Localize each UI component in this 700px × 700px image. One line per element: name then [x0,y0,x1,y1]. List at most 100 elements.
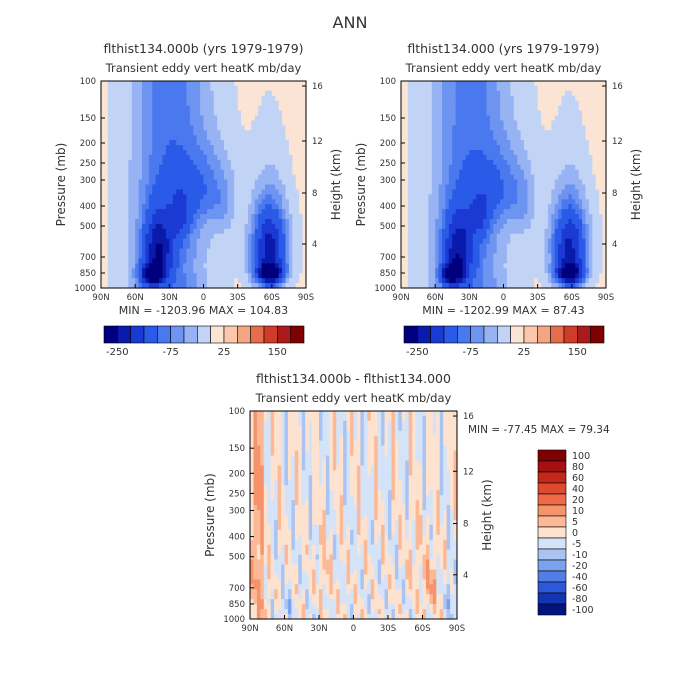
heat-cell [510,258,515,264]
heat-cell [595,125,600,131]
heat-cell [520,223,525,230]
heat-cell [302,150,307,156]
heat-cell [138,115,143,122]
heat-cell [588,194,593,200]
heat-cell [165,258,170,264]
heat-cell [585,130,590,136]
heat-cell [275,164,280,171]
heat-cell [524,223,529,230]
heat-cell [424,204,429,210]
heat-cell [513,228,518,235]
heat-cell [435,189,440,195]
heat-cell [162,110,167,117]
heat-cell [452,105,457,112]
heat-cell [165,110,170,117]
heat-cell [524,154,529,161]
heat-cell [292,248,297,255]
heat-cell [241,184,246,191]
heat-cell [179,85,184,92]
heat-cell [254,81,259,87]
heat-cell [179,219,184,225]
heat-cell [588,253,593,260]
heat-cell [292,228,297,235]
heat-cell [479,140,484,146]
heat-cell [558,125,563,131]
heat-cell [282,273,287,279]
heat-cell [537,174,542,181]
heat-cell [438,150,443,156]
heat-cell [230,219,235,225]
heat-cell [595,248,600,255]
heat-cell [275,140,280,146]
heat-cell [455,135,460,141]
heat-cell [404,169,409,176]
heat-cell [459,130,464,136]
heat-cell [448,243,453,250]
heat-cell [121,243,126,250]
heat-cell [496,194,501,200]
heat-cell [295,199,300,205]
heat-cell [547,253,552,260]
heat-cell [275,194,280,200]
heat-cell [172,189,177,195]
heat-cell [148,228,153,235]
heat-cell [431,90,436,97]
heat-cell [268,140,273,146]
heat-cell [165,184,170,191]
heat-cell [534,159,539,166]
heat-cell [489,209,494,215]
heat-cell [251,263,256,269]
heat-cell [299,100,304,107]
heat-cell [124,199,129,205]
heat-cell [448,263,453,269]
heat-cell [278,238,283,245]
heat-cell [196,204,201,210]
heat-cell [169,110,174,117]
heat-cell [424,189,429,195]
heat-cell [554,263,559,269]
heat-cell [193,90,198,97]
heat-cell [118,278,123,284]
heat-cell [285,81,290,87]
heat-cell [189,283,194,289]
heat-cell [299,125,304,131]
heat-cell [142,189,147,195]
heat-cell [558,199,563,205]
heat-cell [254,268,259,274]
heat-cell [162,130,167,136]
heat-cell [483,233,488,240]
heat-cell [295,248,300,255]
heat-cell [176,258,181,264]
heat-cell [244,90,249,97]
heat-cell [271,130,276,136]
heat-cell [561,169,566,176]
heat-cell [159,164,164,171]
heat-cell [411,204,416,210]
heat-cell [547,233,552,240]
colorbar-label: -75 [162,347,178,358]
heat-cell [541,125,546,131]
heat-cell [200,95,205,102]
heat-cell [445,194,450,200]
heat-cell [254,120,259,126]
heat-cell [602,273,607,279]
heat-cell [530,110,535,117]
heat-cell [401,125,406,131]
heat-cell [278,179,283,186]
heat-cell [527,100,532,107]
heat-cell [292,204,297,210]
heat-cell [261,115,266,122]
heat-cell [169,95,174,102]
heat-cell [247,81,252,87]
heat-cell [172,90,177,97]
heat-cell [469,135,474,141]
heat-cell [292,243,297,250]
heat-cell [285,273,290,279]
heat-cell [479,100,484,107]
heat-cell [206,184,211,191]
heat-cell [510,95,515,102]
heat-cell [104,204,109,210]
heat-cell [547,268,552,274]
heat-cell [414,268,419,274]
heat-cell [575,209,580,215]
